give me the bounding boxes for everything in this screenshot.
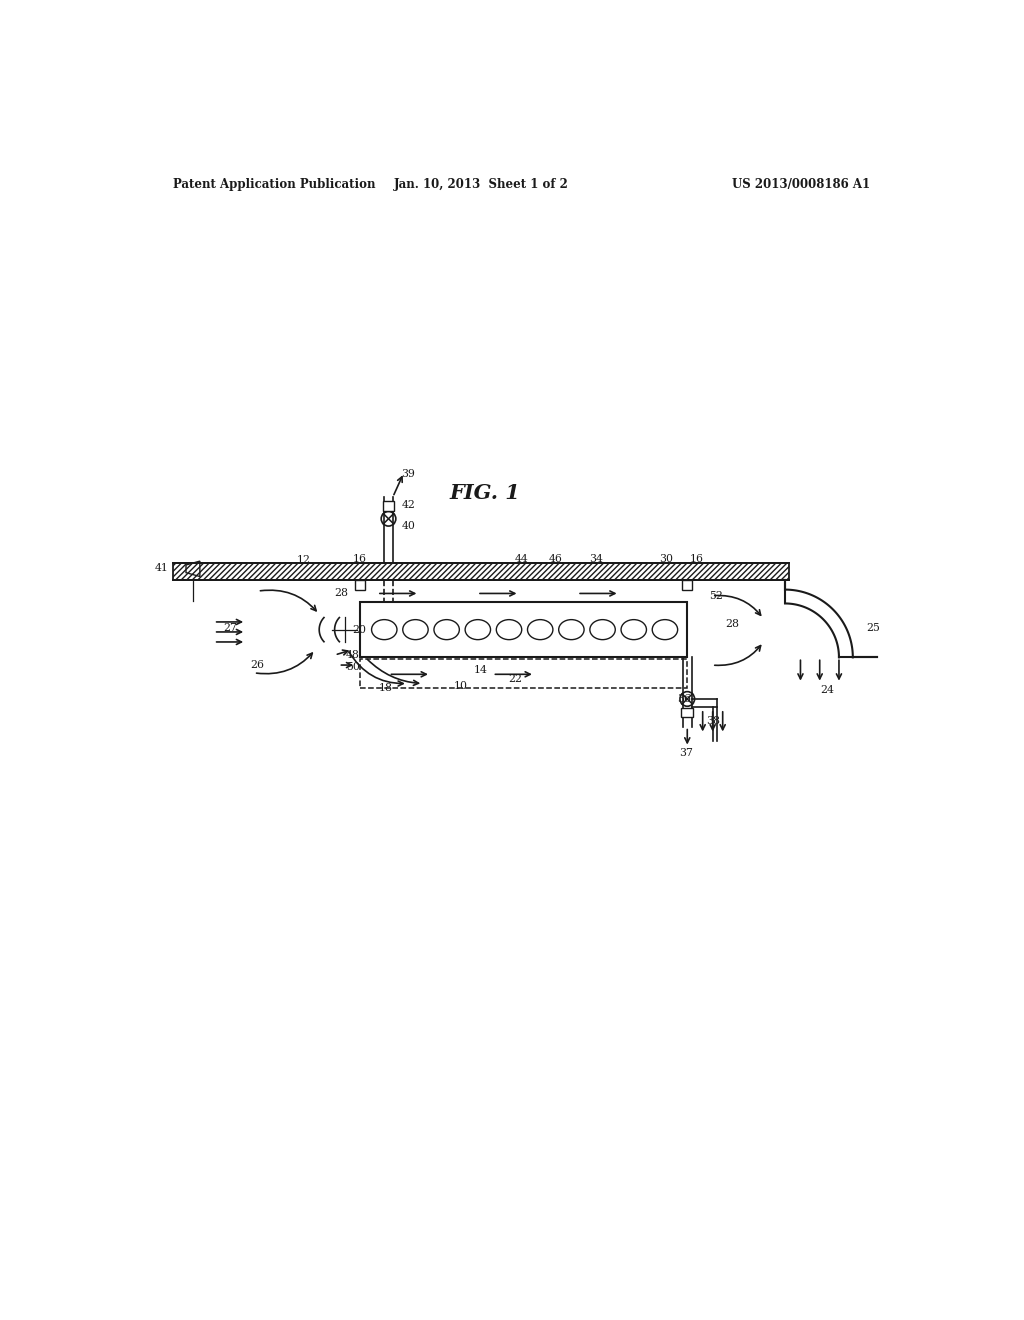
- Text: Jan. 10, 2013  Sheet 1 of 2: Jan. 10, 2013 Sheet 1 of 2: [393, 178, 568, 190]
- Bar: [173, 562, 788, 581]
- Text: 14: 14: [474, 665, 487, 675]
- Ellipse shape: [497, 619, 521, 640]
- Text: Patent Application Publication: Patent Application Publication: [173, 178, 376, 190]
- Text: 12: 12: [297, 556, 311, 565]
- Bar: [383, 502, 394, 511]
- Text: 46: 46: [549, 554, 562, 564]
- Text: 22: 22: [509, 675, 522, 684]
- Text: 24: 24: [820, 685, 835, 694]
- Bar: [682, 581, 692, 590]
- Text: 10: 10: [454, 681, 468, 690]
- Text: 27: 27: [223, 623, 237, 634]
- Bar: [360, 659, 687, 688]
- Text: 41: 41: [156, 564, 169, 573]
- Ellipse shape: [590, 619, 615, 640]
- Text: 38: 38: [707, 715, 721, 726]
- Ellipse shape: [621, 619, 646, 640]
- Text: 44: 44: [515, 554, 528, 564]
- Text: 18: 18: [379, 684, 392, 693]
- Text: 20: 20: [352, 624, 367, 635]
- Text: 36: 36: [677, 694, 691, 704]
- Ellipse shape: [434, 619, 460, 640]
- Ellipse shape: [652, 619, 678, 640]
- Text: 28: 28: [335, 589, 348, 598]
- Text: 16: 16: [689, 554, 703, 564]
- Text: 30: 30: [658, 554, 673, 564]
- Ellipse shape: [402, 619, 428, 640]
- Bar: [360, 602, 687, 657]
- Text: 28: 28: [725, 619, 739, 630]
- Text: 25: 25: [866, 623, 880, 634]
- Bar: [682, 708, 693, 718]
- Text: 40: 40: [401, 521, 416, 532]
- Text: 39: 39: [401, 469, 416, 479]
- Text: 16: 16: [353, 554, 367, 564]
- Text: 50: 50: [346, 661, 360, 672]
- Text: US 2013/0008186 A1: US 2013/0008186 A1: [731, 178, 869, 190]
- Ellipse shape: [372, 619, 397, 640]
- Ellipse shape: [527, 619, 553, 640]
- Text: 48: 48: [346, 649, 360, 660]
- Text: 26: 26: [250, 660, 264, 671]
- Ellipse shape: [559, 619, 584, 640]
- Text: FIG. 1: FIG. 1: [450, 483, 520, 503]
- Text: 37: 37: [679, 748, 692, 758]
- Bar: [355, 581, 365, 590]
- Ellipse shape: [465, 619, 490, 640]
- Text: 52: 52: [710, 591, 724, 601]
- Text: 34: 34: [590, 554, 603, 564]
- Text: 42: 42: [401, 500, 416, 510]
